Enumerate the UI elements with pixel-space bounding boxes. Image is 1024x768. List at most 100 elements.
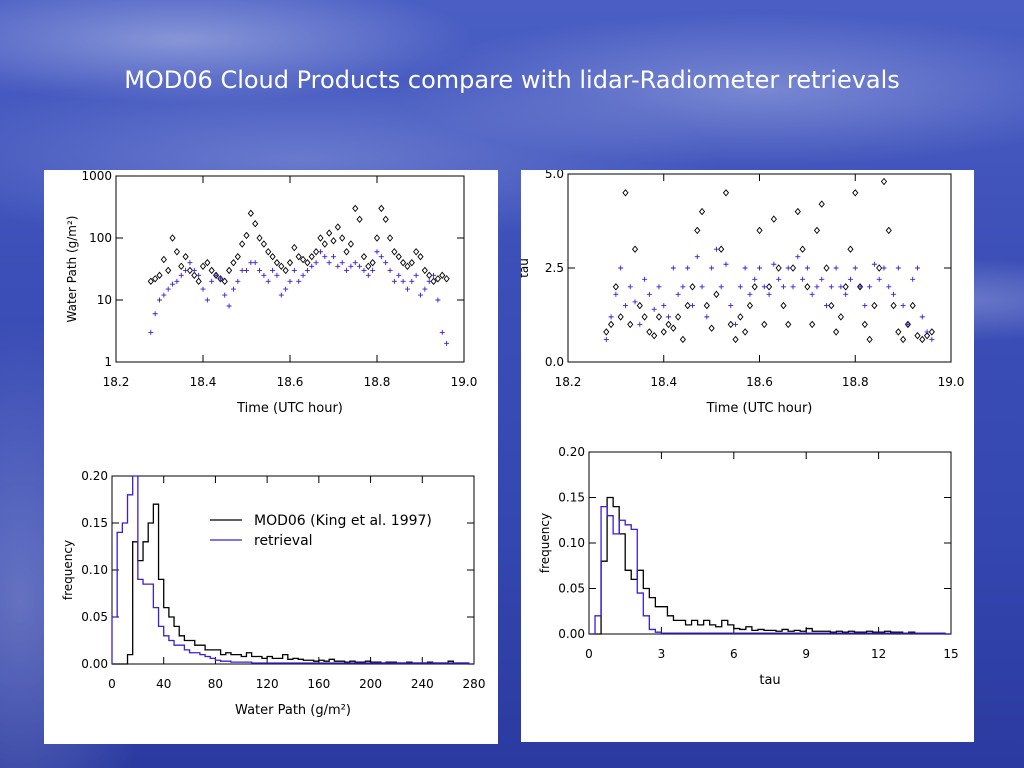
- data-point-mod06: [698, 207, 706, 216]
- data-point-retrieval: [187, 260, 193, 266]
- data-point-retrieval: [313, 260, 319, 266]
- data-point-mod06: [330, 237, 337, 245]
- data-point-retrieval: [426, 278, 432, 284]
- data-point-mod06: [761, 320, 768, 329]
- data-point-mod06: [304, 258, 311, 267]
- data-point-retrieval: [613, 291, 619, 297]
- x-tick-label: 18.6: [277, 375, 304, 389]
- data-point-mod06: [900, 335, 907, 344]
- data-point-retrieval: [761, 284, 767, 290]
- x-axis-label: tau: [759, 673, 780, 688]
- data-point-mod06: [837, 313, 844, 321]
- data-point-mod06: [191, 271, 198, 280]
- x-tick-label: 80: [208, 677, 223, 691]
- data-point-mod06: [334, 223, 341, 231]
- data-point-mod06: [631, 245, 639, 253]
- data-point-retrieval: [265, 278, 271, 284]
- data-point-retrieval: [742, 265, 748, 271]
- data-point-retrieval: [790, 284, 796, 290]
- data-point-mod06: [852, 189, 859, 197]
- data-point-retrieval: [396, 272, 402, 278]
- y-axis-label: tau: [521, 258, 531, 278]
- data-point-mod06: [895, 328, 902, 336]
- data-point-retrieval: [914, 265, 920, 271]
- data-point-retrieval: [274, 272, 280, 278]
- x-tick-label: 40: [156, 677, 171, 691]
- data-point-retrieval: [723, 261, 729, 267]
- data-point-retrieval: [766, 291, 772, 297]
- data-point-retrieval: [795, 254, 801, 260]
- data-point-mod06: [847, 245, 854, 253]
- data-point-mod06: [169, 234, 176, 242]
- data-point-mod06: [885, 226, 892, 235]
- data-point-retrieval: [326, 260, 332, 266]
- data-point-mod06: [356, 215, 363, 224]
- data-point-mod06: [708, 324, 715, 332]
- data-point-retrieval: [191, 267, 197, 273]
- data-point-mod06: [234, 252, 241, 261]
- data-point-mod06: [252, 220, 259, 228]
- data-point-mod06: [273, 258, 281, 267]
- x-axis-label: Time (UTC hour): [236, 401, 343, 416]
- data-point-mod06: [655, 313, 663, 321]
- data-point-mod06: [785, 320, 792, 329]
- data-point-mod06: [876, 264, 883, 272]
- x-axis-label: Water Path (g/m²): [235, 703, 351, 718]
- data-point-retrieval: [304, 267, 310, 273]
- data-point-mod06: [880, 177, 888, 186]
- data-point-mod06: [313, 248, 320, 256]
- data-point-mod06: [321, 240, 328, 248]
- data-point-retrieval: [685, 265, 691, 271]
- histogram-line-mod06: [589, 496, 951, 635]
- y-tick-label: 0.20: [81, 469, 108, 483]
- data-point-retrieval: [309, 263, 315, 269]
- x-tick-label: 9: [802, 647, 810, 661]
- x-tick-label: 19.0: [938, 375, 965, 389]
- data-point-mod06: [651, 331, 658, 340]
- y-tick-label: 5.0: [545, 170, 564, 181]
- data-point-retrieval: [370, 267, 376, 273]
- data-point-mod06: [775, 264, 782, 272]
- data-point-retrieval: [905, 321, 911, 327]
- x-tick-label: 0: [108, 677, 116, 691]
- data-point-retrieval: [244, 267, 249, 273]
- data-point-mod06: [178, 262, 185, 270]
- data-point-retrieval: [847, 276, 853, 282]
- data-point-retrieval: [435, 297, 441, 303]
- data-point-retrieval: [348, 263, 354, 269]
- data-point-mod06: [156, 271, 163, 280]
- data-point-retrieval: [387, 267, 393, 273]
- data-point-mod06: [239, 240, 246, 248]
- data-point-mod06: [256, 234, 263, 242]
- data-point-retrieval: [178, 272, 184, 278]
- data-point-mod06: [679, 335, 686, 344]
- data-point-retrieval: [252, 260, 258, 266]
- data-point-mod06: [208, 266, 215, 275]
- right-figure-panel: 18.2 18.4 18.6 18.8 19.0 0.0 2.5 5.0 Time (UTC h…: [517, 167, 974, 742]
- data-point-mod06: [421, 266, 428, 275]
- x-tick-label: 15: [943, 647, 958, 661]
- data-point-retrieval: [239, 267, 245, 273]
- data-point-mod06: [408, 258, 415, 267]
- data-point-mod06: [612, 283, 619, 291]
- data-point-retrieval: [699, 284, 705, 290]
- data-point-mod06: [430, 277, 437, 286]
- data-point-mod06: [804, 283, 811, 291]
- data-point-mod06: [426, 271, 433, 280]
- data-point-retrieval: [876, 276, 882, 282]
- legend-label: retrieval: [254, 533, 313, 549]
- data-point-mod06: [286, 258, 294, 267]
- data-point-retrieval: [709, 265, 715, 271]
- data-point-retrieval: [757, 265, 762, 271]
- data-point-retrieval: [413, 272, 419, 278]
- data-point-mod06: [160, 255, 167, 264]
- data-point-mod06: [260, 240, 267, 248]
- data-point-mod06: [770, 215, 777, 223]
- data-point-retrieval: [618, 265, 624, 271]
- data-point-mod06: [352, 204, 359, 213]
- data-point-retrieval: [680, 284, 686, 290]
- data-point-mod06: [737, 313, 744, 321]
- data-point-mod06: [226, 266, 233, 275]
- data-point-retrieval: [422, 286, 428, 292]
- data-point-mod06: [799, 245, 806, 253]
